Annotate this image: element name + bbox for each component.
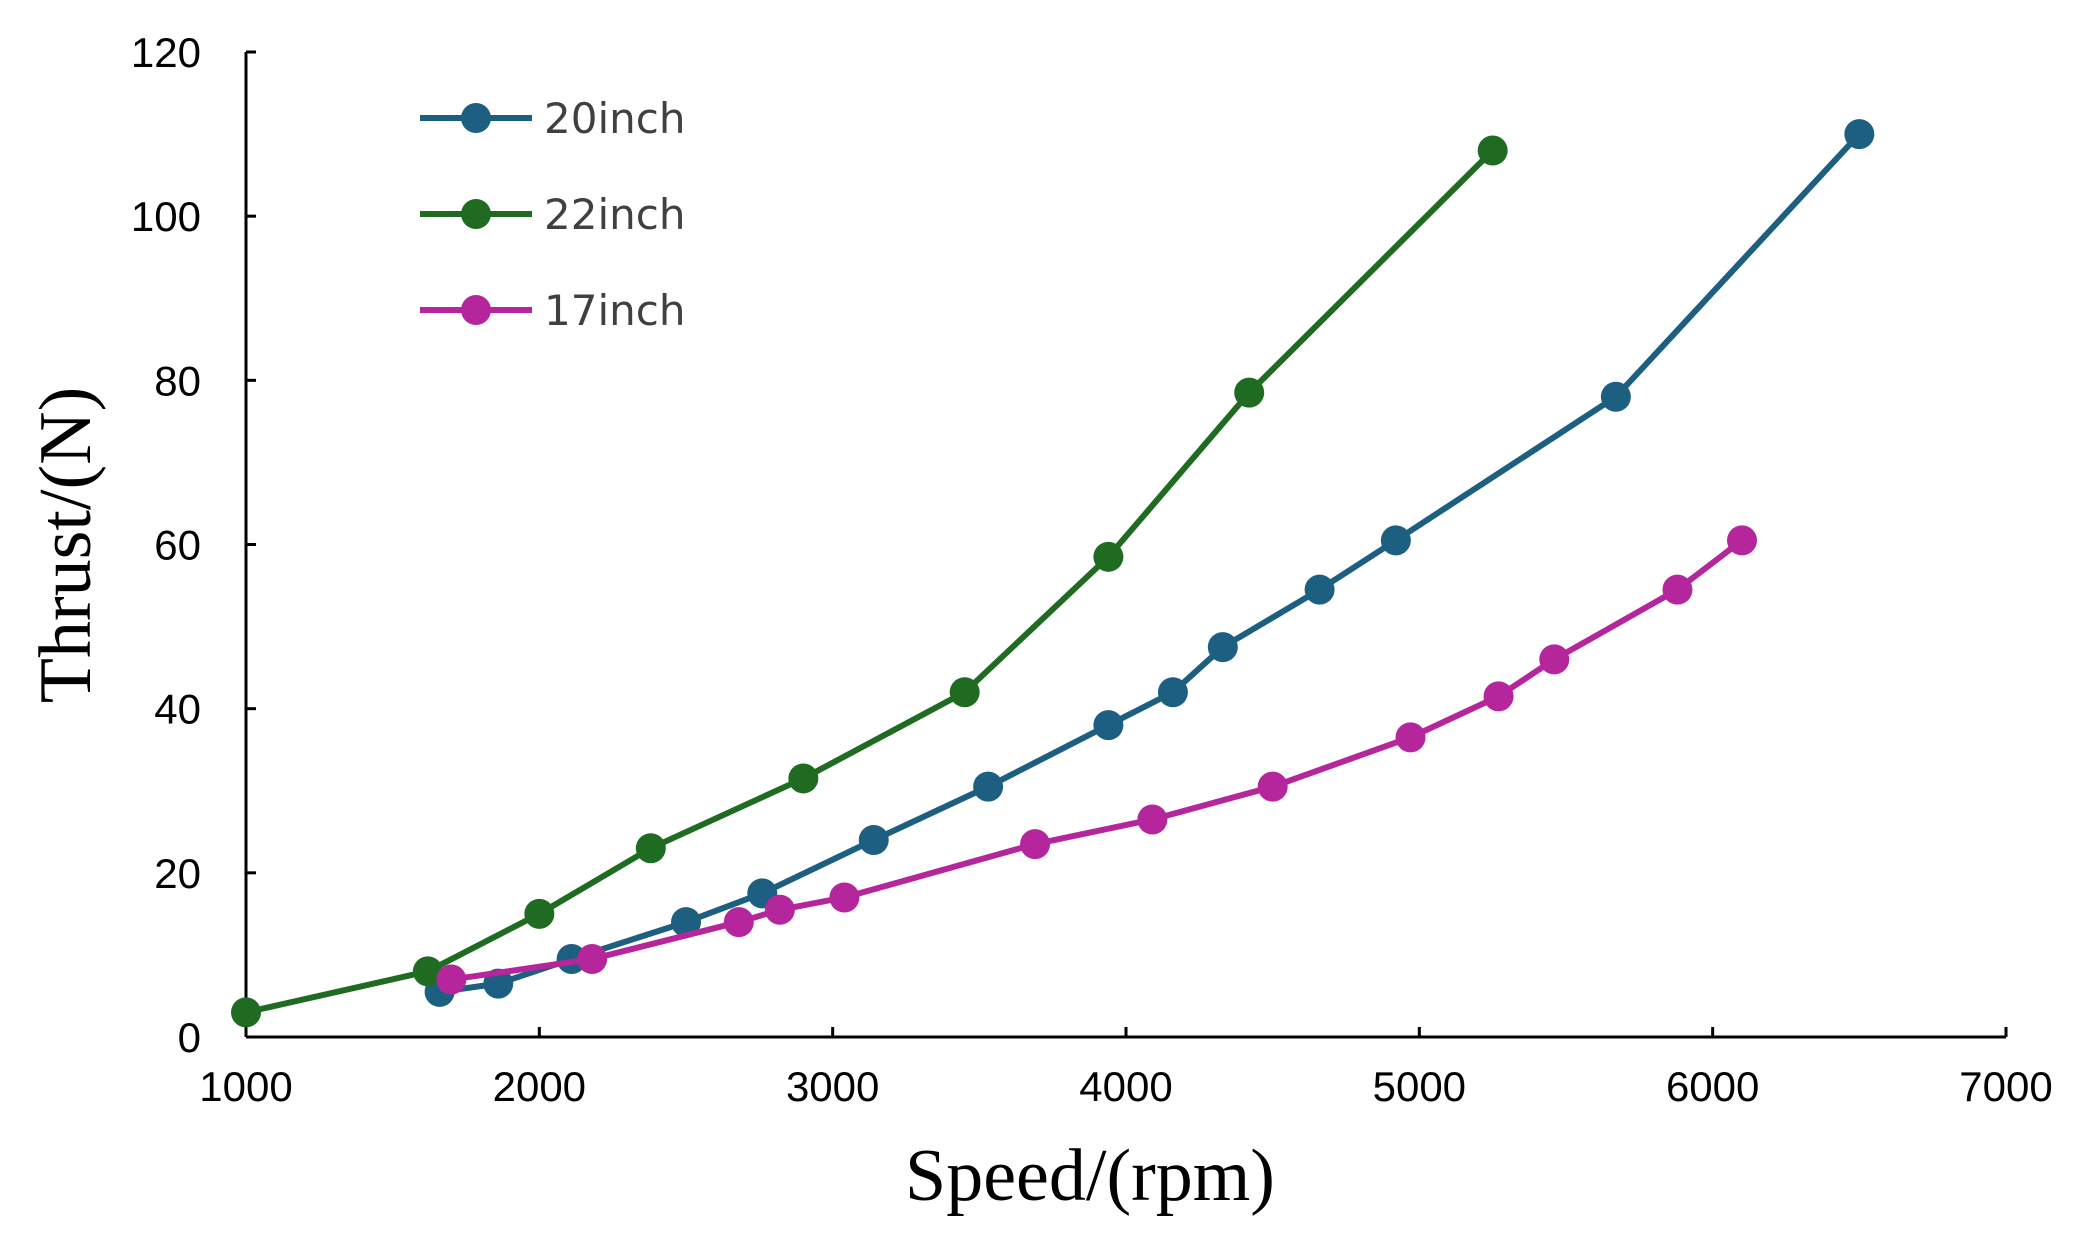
ticks: 1000 2000 3000 4000 5000 6000 7000 0 20 40 60 80 100… — [131, 29, 2053, 1110]
data-point-22inch — [524, 898, 555, 929]
data-point-20inch — [1380, 525, 1411, 556]
y-tick-label: 0 — [178, 1014, 201, 1061]
data-point-22inch — [1234, 377, 1265, 408]
x-tick-label: 4000 — [1079, 1063, 1172, 1110]
data-point-20inch — [1844, 119, 1875, 150]
x-tick-label: 5000 — [1373, 1063, 1466, 1110]
data-point-20inch — [1207, 632, 1238, 663]
data-point-20inch — [1600, 381, 1631, 412]
y-tick-label: 40 — [154, 686, 201, 733]
y-tick-label: 80 — [154, 357, 201, 404]
legend-swatch-marker — [461, 103, 491, 133]
data-point-17inch — [1483, 681, 1514, 712]
series-line-20inch — [436, 131, 1863, 995]
y-tick-label: 120 — [131, 29, 201, 76]
data-point-22inch — [635, 833, 666, 864]
x-tick-label: 6000 — [1666, 1063, 1759, 1110]
x-axis-title: Speed/(rpm) — [905, 1135, 1275, 1217]
data-point-22inch — [788, 763, 819, 794]
data-point-22inch — [231, 997, 261, 1028]
y-tick-label: 20 — [154, 850, 201, 897]
legend-swatch-marker — [461, 199, 491, 229]
legend: 20inch 22inch 17inch — [420, 94, 685, 335]
y-axis-title: Thrust/(N) — [25, 387, 107, 704]
y-tick-label: 60 — [154, 522, 201, 569]
data-point-20inch — [1304, 574, 1335, 605]
data-point-17inch — [1539, 644, 1570, 675]
legend-label: 20inch — [544, 94, 685, 143]
data-point-17inch — [577, 944, 608, 975]
data-point-17inch — [1020, 829, 1051, 860]
data-point-17inch — [764, 894, 795, 925]
x-tick-label: 7000 — [1959, 1063, 2052, 1110]
series — [231, 119, 1875, 1028]
data-point-17inch — [723, 907, 754, 938]
series-line-17inch — [448, 537, 1745, 983]
data-point-17inch — [829, 882, 860, 913]
data-point-17inch — [1727, 525, 1757, 556]
legend-item-20inch: 20inch — [420, 94, 685, 143]
data-point-20inch — [671, 907, 701, 938]
data-point-20inch — [1093, 710, 1124, 741]
series-20inch — [424, 119, 1875, 1007]
data-point-22inch — [1477, 135, 1508, 166]
data-point-17inch — [1257, 771, 1288, 802]
series-17inch — [436, 525, 1757, 995]
data-point-17inch — [1137, 804, 1168, 835]
y-tick-label: 100 — [131, 193, 201, 240]
legend-item-17inch: 17inch — [420, 286, 685, 335]
series-line-22inch — [243, 147, 1496, 1016]
legend-label: 17inch — [544, 286, 685, 335]
x-tick-label: 2000 — [493, 1063, 586, 1110]
data-point-22inch — [949, 677, 980, 708]
legend-item-22inch: 22inch — [420, 190, 685, 239]
x-tick-label: 3000 — [786, 1063, 879, 1110]
x-tick-label: 1000 — [199, 1063, 292, 1110]
data-point-17inch — [1662, 574, 1693, 605]
series-22inch — [231, 135, 1508, 1028]
legend-swatch-marker — [461, 295, 491, 325]
data-point-22inch — [412, 956, 443, 987]
legend-label: 22inch — [544, 190, 685, 239]
data-point-20inch — [858, 825, 889, 855]
data-point-17inch — [436, 964, 467, 995]
data-point-20inch — [1157, 677, 1188, 708]
data-point-17inch — [1395, 722, 1426, 753]
data-point-22inch — [1093, 541, 1124, 572]
data-point-20inch — [973, 771, 1004, 802]
